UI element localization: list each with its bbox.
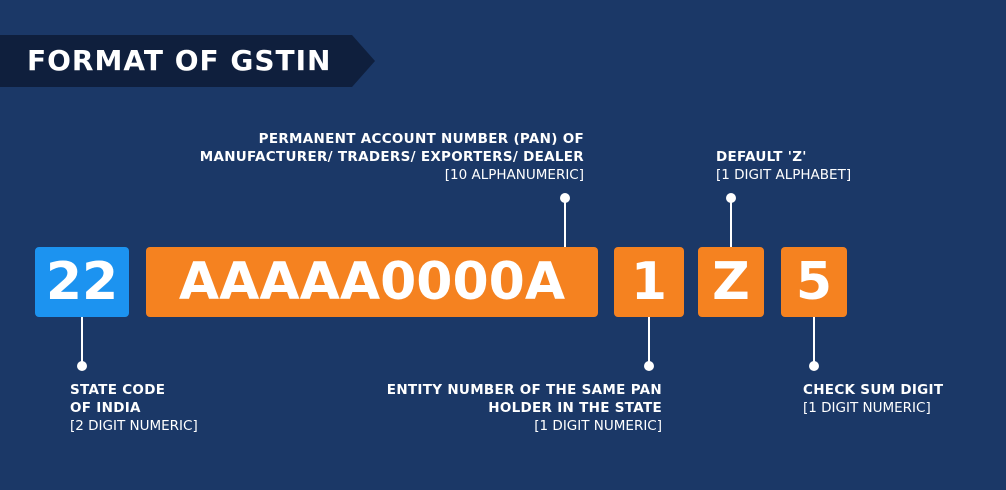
state-code-label-detail: [2 DIGIT NUMERIC] — [70, 418, 198, 434]
pan-label: PERMANENT ACCOUNT NUMBER (PAN) OF MANUFA… — [200, 130, 584, 184]
state-code-label: STATE CODE OF INDIA [2 DIGIT NUMERIC] — [70, 381, 198, 435]
state-code-label-line1: STATE CODE — [70, 382, 166, 398]
connector-pan — [560, 193, 570, 247]
entity-number-label-detail: [1 DIGIT NUMERIC] — [534, 418, 662, 434]
connector-default-z — [726, 193, 736, 247]
segment-entity-number: 1 — [614, 247, 684, 317]
entity-number-label-line2: HOLDER IN THE STATE — [488, 400, 662, 416]
default-z-label: DEFAULT 'Z' [1 DIGIT ALPHABET] — [716, 148, 851, 184]
page-title: FORMAT OF GSTIN — [27, 44, 332, 77]
segment-pan: AAAAA0000A — [146, 247, 598, 317]
title-banner-shape — [0, 35, 375, 87]
default-z-label-detail: [1 DIGIT ALPHABET] — [716, 167, 852, 183]
checksum-label: CHECK SUM DIGIT [1 DIGIT NUMERIC] — [803, 381, 943, 417]
checksum-label-line1: CHECK SUM DIGIT — [803, 382, 944, 398]
segment-state-code: 22 — [35, 247, 129, 317]
segment-default-z: Z — [698, 247, 764, 317]
segment-checksum: 5 — [781, 247, 847, 317]
connector-state-code — [77, 317, 87, 371]
connector-checksum — [809, 317, 819, 371]
default-z-label-line1: DEFAULT 'Z' — [716, 149, 807, 165]
entity-number-label: ENTITY NUMBER OF THE SAME PAN HOLDER IN … — [387, 381, 662, 435]
pan-label-detail: [10 ALPHANUMERIC] — [444, 167, 584, 183]
connector-entity-number — [644, 317, 654, 371]
checksum-label-detail: [1 DIGIT NUMERIC] — [803, 400, 931, 416]
state-code-label-line2: OF INDIA — [70, 400, 141, 416]
title-banner: FORMAT OF GSTIN — [0, 35, 375, 87]
pan-label-line2: MANUFACTURER/ TRADERS/ EXPORTERS/ DEALER — [199, 149, 584, 165]
pan-label-line1: PERMANENT ACCOUNT NUMBER (PAN) OF — [258, 131, 584, 147]
entity-number-label-line1: ENTITY NUMBER OF THE SAME PAN — [386, 382, 662, 398]
